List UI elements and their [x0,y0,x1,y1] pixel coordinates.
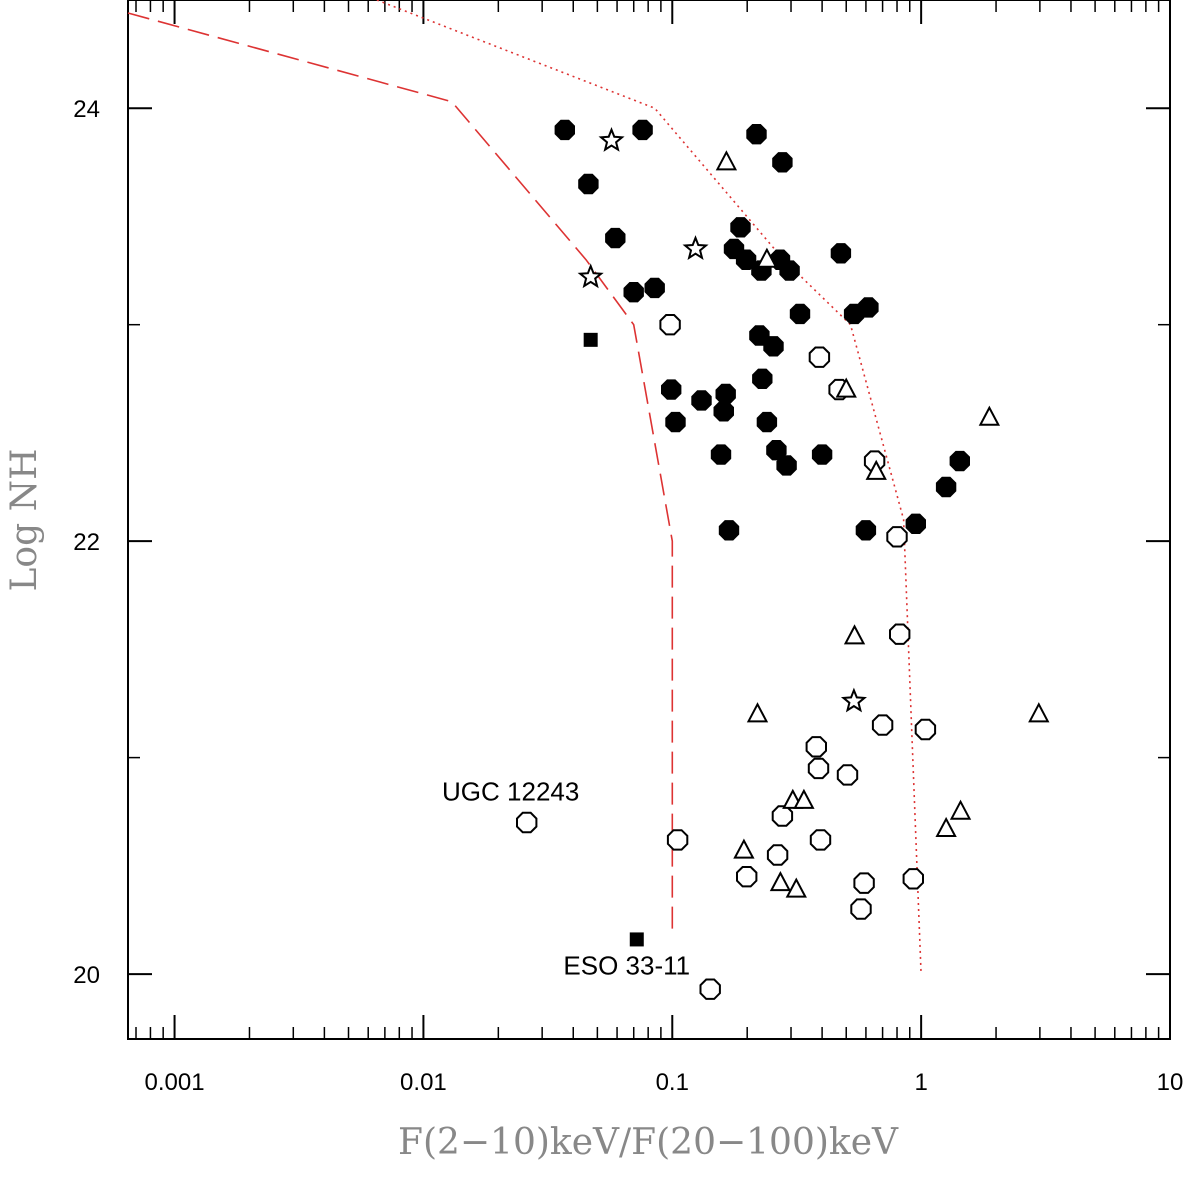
filled-circle-point [858,297,879,318]
open-circle-point [736,866,758,888]
filled-circle-point [605,227,626,249]
open-triangle-point [835,377,857,398]
open-triangle-point [715,150,738,171]
open-triangle-point [746,702,769,723]
x-tick-label: 1 [914,1069,927,1096]
dashed-boundary-line [127,12,674,931]
filled-circle-point [749,325,770,346]
y-tick-label: 20 [73,962,100,989]
open-circle-point [666,829,689,851]
x-axis: 0.001 0.01 0.1 1 10 [135,0,1184,1096]
y-axis: 20 22 24 [73,96,1170,989]
filled-circle-point [691,390,712,411]
filled-circle-point [715,383,736,405]
annotations: UGC 12243 ESO 33-11 [442,777,690,981]
filled-circle-point [746,124,767,145]
plot-frame [127,0,1171,1040]
y-tick-label: 24 [73,96,100,123]
open-triangle-point [769,871,792,892]
open-circle-point [808,346,831,368]
open-circle-point [914,718,937,741]
filled-square-point [583,332,598,347]
filled-circle-point [776,455,797,476]
open-circle-point [871,714,894,736]
open-circle-point [699,978,721,1000]
filled-circle-point [935,476,957,498]
open-circle-point [886,526,908,548]
open-circle-point [853,872,875,894]
open-circle-point [902,868,924,890]
filled-circle-point [735,249,757,270]
open-circle-point [766,844,789,866]
filled-circle-point [710,444,732,465]
open-circle-point [807,757,830,780]
filled-circle-point [789,303,811,325]
filled-circle-point [578,173,599,195]
open-circle-point [805,736,827,758]
open-triangle-point [843,624,866,645]
x-tick-label: 0.1 [656,1069,689,1096]
open-triangle-point [756,247,778,268]
filled-circle-point [763,336,784,357]
filled-circle-point [811,444,833,465]
open-triangle-point [935,816,957,838]
filled-square-point [629,932,644,947]
filled-circle-point [756,411,778,433]
open-star-point [682,235,709,261]
x-tick-label: 10 [1157,1069,1184,1096]
open-star-point [577,263,604,289]
curves [127,0,922,975]
filled-circle-point [772,152,793,173]
filled-circle-point [713,401,734,422]
open-triangle-point [793,788,815,809]
y-tick-label: 22 [73,529,100,556]
dotted-boundary-line [376,0,922,975]
filled-circle-point [665,411,686,433]
x-tick-label: 0.001 [145,1069,205,1096]
filled-circle-point [905,513,926,534]
open-triangle-point [949,799,972,820]
open-circle-point [836,764,859,786]
open-star-point [840,687,867,713]
x-tick-label: 0.01 [400,1069,447,1096]
filled-circle-point [949,450,970,472]
filled-circle-point [779,260,800,281]
x-axis-title: F(2−10)keV/F(20−100)keV [398,1122,899,1163]
open-triangle-point [785,877,807,898]
open-triangle-point [733,838,755,859]
filled-circle-point [554,119,575,141]
open-triangle-point [1028,702,1050,723]
annotation-label: UGC 12243 [442,777,579,807]
y-axis-title: Log NH [4,449,45,592]
open-circle-point [771,805,794,827]
open-star-point [598,126,625,152]
filled-circle-point [730,217,751,238]
filled-circle-point [632,119,653,141]
open-circle-point [659,314,681,336]
annotation-label: ESO 33-11 [563,950,690,980]
open-circle-point [809,829,832,851]
open-circle-point [889,623,911,645]
open-triangle-point [978,405,1001,426]
filled-circle-point [855,520,877,541]
filled-circle-point [623,282,644,303]
filled-circle-point [644,277,665,299]
filled-circle-point [830,243,852,264]
open-triangle-point [865,459,887,480]
series [516,119,1050,1000]
open-circle-point [516,811,538,834]
filled-circle-point [752,368,773,389]
filled-circle-point [661,379,682,400]
open-circle-point [850,898,872,920]
filled-circle-point [718,520,740,541]
